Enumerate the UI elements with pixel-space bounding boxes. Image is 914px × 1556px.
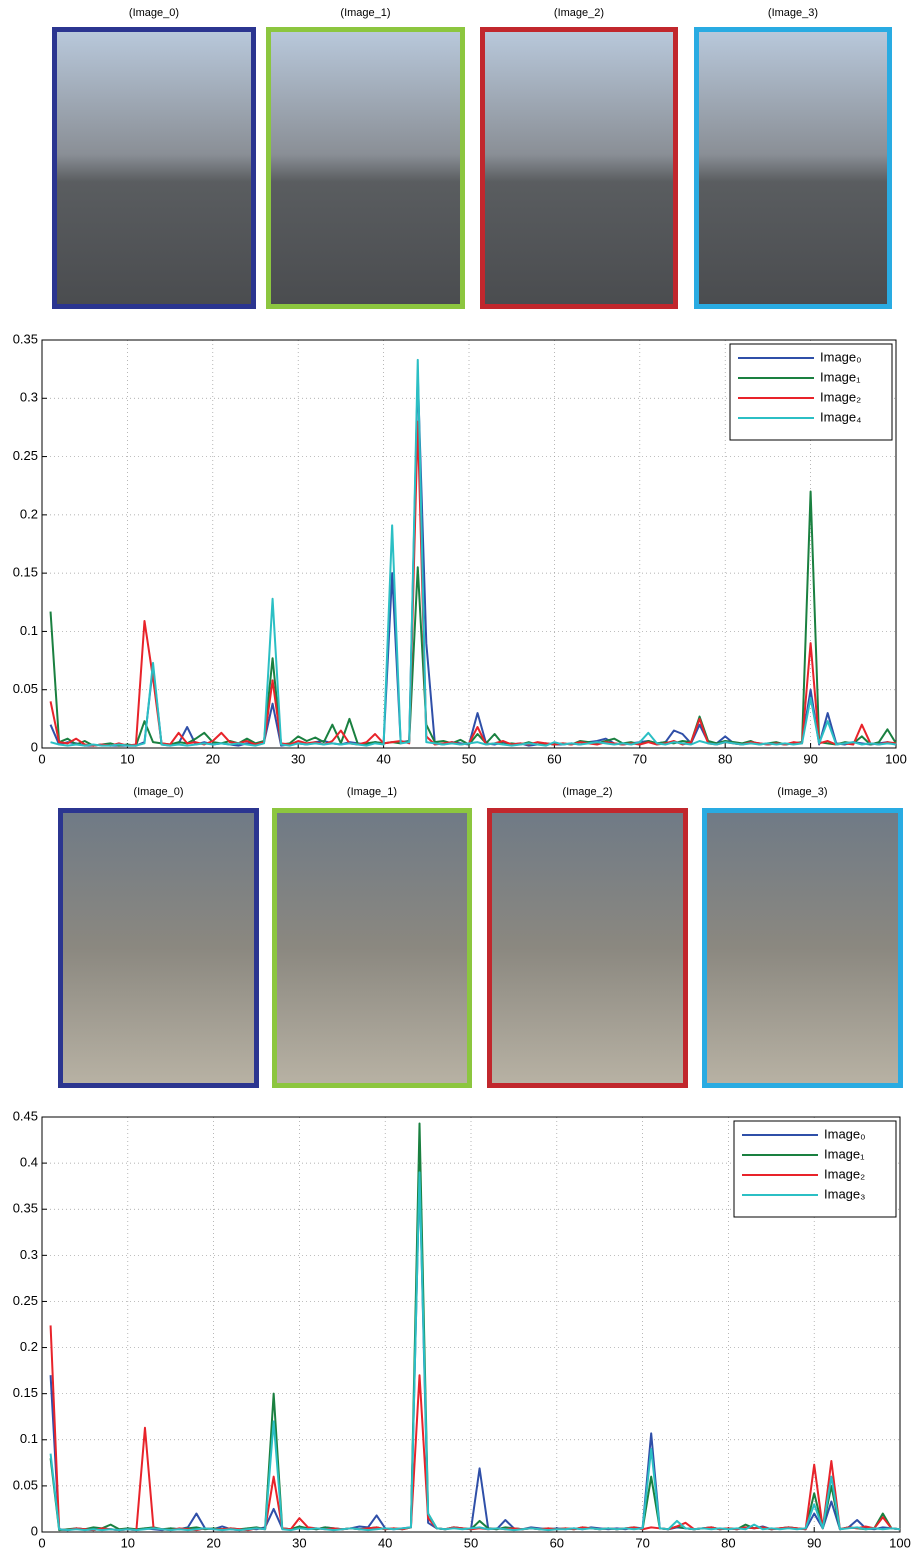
y-tick-label: 0.05 xyxy=(13,681,38,696)
photo xyxy=(702,808,903,1088)
legend-label: Image₂ xyxy=(820,389,861,404)
photo xyxy=(694,27,892,309)
x-tick-label: 60 xyxy=(550,1535,564,1550)
y-tick-label: 0.4 xyxy=(20,1155,38,1170)
y-tick-label: 0.2 xyxy=(20,1339,38,1354)
image-caption: (Image_1) xyxy=(347,786,397,798)
y-tick-label: 0.3 xyxy=(20,1247,38,1262)
plot-frame xyxy=(41,1116,901,1533)
image-caption: (Image_0) xyxy=(133,786,183,798)
x-tick-label: 60 xyxy=(547,751,561,766)
x-tick-label: 20 xyxy=(206,1535,220,1550)
image-caption: (Image_2) xyxy=(554,7,604,19)
photo xyxy=(480,27,678,309)
photo xyxy=(487,808,688,1088)
legend-box xyxy=(729,343,893,441)
x-tick-label: 10 xyxy=(120,751,134,766)
x-tick-label: 90 xyxy=(807,1535,821,1550)
x-tick-label: 30 xyxy=(291,751,305,766)
image-caption: (Image_3) xyxy=(777,786,827,798)
x-tick-label: 10 xyxy=(121,1535,135,1550)
x-tick-label: 40 xyxy=(378,1535,392,1550)
y-tick-label: 0.25 xyxy=(13,448,38,463)
photo xyxy=(266,27,465,309)
x-tick-label: 20 xyxy=(206,751,220,766)
x-tick-label: 80 xyxy=(721,1535,735,1550)
photo xyxy=(58,808,259,1088)
series-line xyxy=(49,1171,901,1532)
x-tick-label: 100 xyxy=(885,751,907,766)
legend-label: Image₃ xyxy=(824,1186,865,1201)
y-tick-label: 0 xyxy=(31,1523,38,1538)
x-tick-label: 90 xyxy=(803,751,817,766)
series-line xyxy=(50,358,897,747)
legend-label: Image₀ xyxy=(820,349,862,364)
photo xyxy=(272,808,472,1088)
y-tick-label: 0.15 xyxy=(13,1385,38,1400)
x-tick-label: 0 xyxy=(38,1535,45,1550)
y-tick-label: 0.35 xyxy=(13,331,38,346)
image-caption: (Image_0) xyxy=(129,7,179,19)
image-caption: (Image_2) xyxy=(562,786,612,798)
series-line xyxy=(49,490,897,747)
y-tick-label: 0.35 xyxy=(13,1201,38,1216)
y-tick-label: 0 xyxy=(31,739,38,754)
image-caption: (Image_1) xyxy=(340,7,390,19)
y-tick-label: 0.1 xyxy=(20,1431,38,1446)
legend-label: Image₂ xyxy=(824,1166,865,1181)
y-tick-label: 0.45 xyxy=(13,1108,38,1123)
x-tick-label: 70 xyxy=(633,751,647,766)
x-tick-label: 0 xyxy=(38,751,45,766)
series-line xyxy=(49,1171,901,1532)
legend-box xyxy=(733,1120,897,1218)
x-tick-label: 40 xyxy=(376,751,390,766)
legend-label: Image₁ xyxy=(820,369,861,384)
image-caption: (Image_3) xyxy=(768,7,818,19)
legend-label: Image₀ xyxy=(824,1126,866,1141)
y-tick-label: 0.3 xyxy=(20,390,38,405)
y-tick-label: 0.05 xyxy=(13,1477,38,1492)
y-tick-label: 0.15 xyxy=(13,565,38,580)
y-tick-label: 0.1 xyxy=(20,623,38,638)
legend-label: Image₄ xyxy=(820,409,861,424)
x-tick-label: 50 xyxy=(464,1535,478,1550)
x-tick-label: 50 xyxy=(462,751,476,766)
photo xyxy=(52,27,256,309)
legend-label: Image₁ xyxy=(824,1146,865,1161)
x-tick-label: 80 xyxy=(718,751,732,766)
x-tick-label: 100 xyxy=(889,1535,911,1550)
y-tick-label: 0.2 xyxy=(20,506,38,521)
plot-frame xyxy=(41,339,897,749)
y-tick-label: 0.25 xyxy=(13,1293,38,1308)
series-line xyxy=(49,420,897,747)
x-tick-label: 70 xyxy=(635,1535,649,1550)
x-tick-label: 30 xyxy=(292,1535,306,1550)
